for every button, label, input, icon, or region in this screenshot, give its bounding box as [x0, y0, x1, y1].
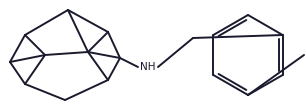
Text: NH: NH	[140, 62, 156, 72]
